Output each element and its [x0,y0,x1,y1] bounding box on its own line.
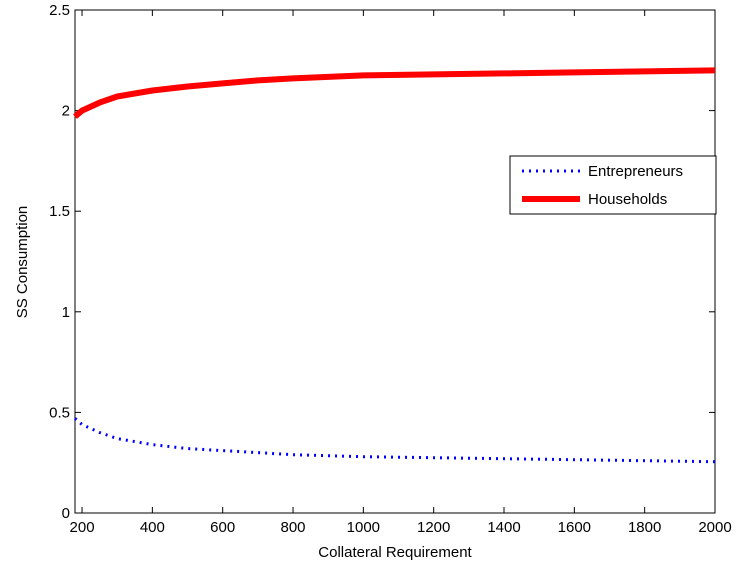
legend: Entrepreneurs Households [509,155,717,215]
x-tick-label: 1600 [558,519,591,536]
y-tick-label: 1.5 [49,203,70,220]
x-tick-label: 800 [281,519,306,536]
legend-label-entrepreneurs: Entrepreneurs [588,163,683,180]
x-tick-label: 1800 [628,519,661,536]
x-tick-label: 2000 [698,519,731,536]
axis-ticks: 200 400 600 800 1000 1200 1400 1600 1800 2000 0 0.5… [49,2,732,536]
y-tick-label: 0.5 [49,404,70,421]
y-axis-label: SS Consumption [14,206,31,319]
legend-box [509,155,717,215]
x-tick-label: 600 [210,519,235,536]
series-layer [73,67,716,464]
x-tick-label: 1000 [347,519,380,536]
plot-area [74,9,716,514]
x-tick-label: 1400 [487,519,520,536]
y-tick-label: 2 [62,103,70,120]
x-axis-label: Collateral Requirement [318,544,472,561]
y-tick-label: 2.5 [49,2,70,19]
x-tick-label: 200 [70,519,95,536]
x-tick-label: 400 [140,519,165,536]
legend-label-households: Households [588,191,667,208]
x-tick-label: 1200 [417,519,450,536]
y-tick-label: 0 [62,505,70,522]
series-line-households [73,67,716,119]
y-tick-label: 1 [62,304,70,321]
